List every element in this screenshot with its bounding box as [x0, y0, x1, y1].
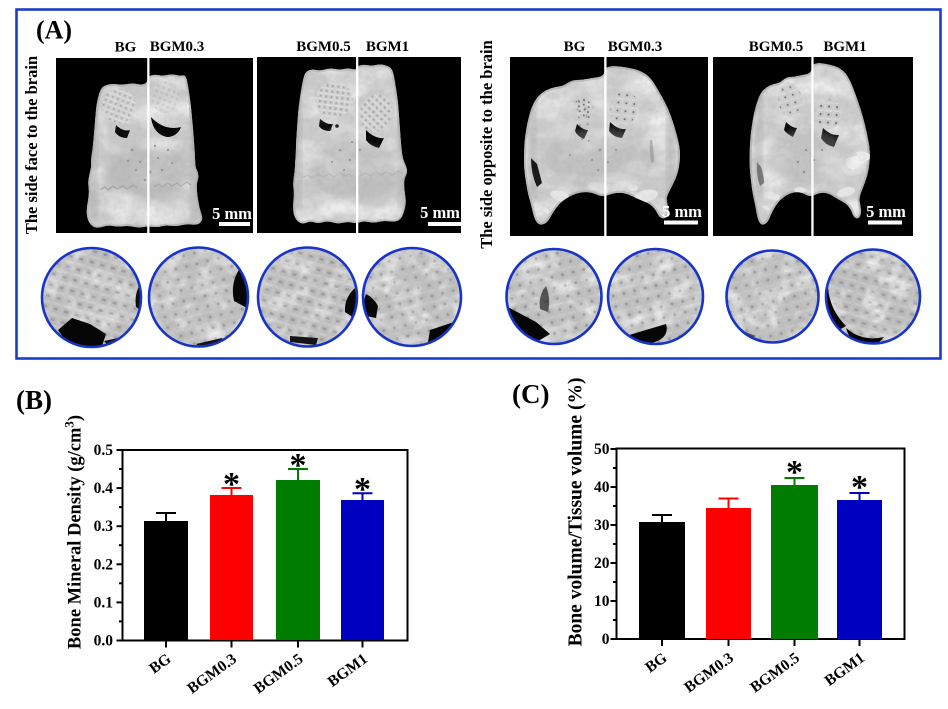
svg-text:0.2: 0.2: [94, 556, 114, 573]
svg-text:Bone Mineral Density (g/cm3): Bone Mineral Density (g/cm3): [62, 415, 86, 649]
svg-text:50: 50: [594, 441, 610, 458]
svg-text:BGM0.3: BGM0.3: [184, 650, 240, 697]
svg-text:BGM0.5: BGM0.5: [251, 650, 307, 697]
svg-text:5 mm: 5 mm: [212, 204, 252, 223]
svg-text:0.0: 0.0: [94, 633, 114, 650]
svg-text:*: *: [786, 454, 803, 491]
svg-text:BGM1: BGM1: [823, 39, 866, 55]
svg-text:BGM0.5: BGM0.5: [747, 649, 803, 696]
svg-text:Bone volume/Tissue volume (%): Bone volume/Tissue volume (%): [566, 378, 587, 647]
svg-text:The side opposite to the brain: The side opposite to the brain: [477, 40, 496, 249]
svg-text:BGM0.3: BGM0.3: [681, 649, 737, 696]
svg-text:30: 30: [594, 517, 610, 534]
svg-text:BGM1: BGM1: [325, 650, 371, 690]
svg-text:BGM0.3: BGM0.3: [150, 39, 205, 55]
svg-text:5 mm: 5 mm: [866, 202, 906, 221]
svg-text:(C): (C): [512, 379, 549, 409]
svg-text:BGM0.3: BGM0.3: [608, 39, 663, 55]
svg-text:0.1: 0.1: [94, 594, 113, 611]
svg-text:10: 10: [594, 593, 610, 610]
svg-text:40: 40: [594, 479, 610, 496]
svg-text:*: *: [290, 447, 307, 484]
svg-text:BGM0.5: BGM0.5: [749, 39, 804, 55]
svg-text:0.4: 0.4: [94, 480, 114, 497]
svg-text:BG: BG: [146, 650, 174, 677]
svg-text:0: 0: [602, 631, 610, 648]
svg-text:*: *: [851, 469, 868, 506]
svg-text:BGM1: BGM1: [366, 39, 409, 55]
svg-text:BG: BG: [564, 39, 586, 55]
svg-text:*: *: [354, 471, 371, 508]
svg-text:BG: BG: [642, 649, 670, 676]
svg-text:5 mm: 5 mm: [662, 202, 702, 221]
svg-text:*: *: [223, 466, 240, 503]
svg-text:BG: BG: [115, 40, 137, 56]
svg-text:20: 20: [594, 555, 610, 572]
svg-text:BGM0.5: BGM0.5: [296, 39, 351, 55]
svg-text:0.3: 0.3: [94, 518, 114, 535]
svg-text:0.5: 0.5: [94, 442, 114, 459]
svg-text:BGM1: BGM1: [822, 649, 868, 689]
svg-text:The side face to the brain: The side face to the brain: [22, 56, 41, 234]
svg-text:(B): (B): [16, 385, 52, 415]
svg-text:(A): (A): [36, 16, 72, 45]
svg-text:5 mm: 5 mm: [420, 203, 460, 222]
